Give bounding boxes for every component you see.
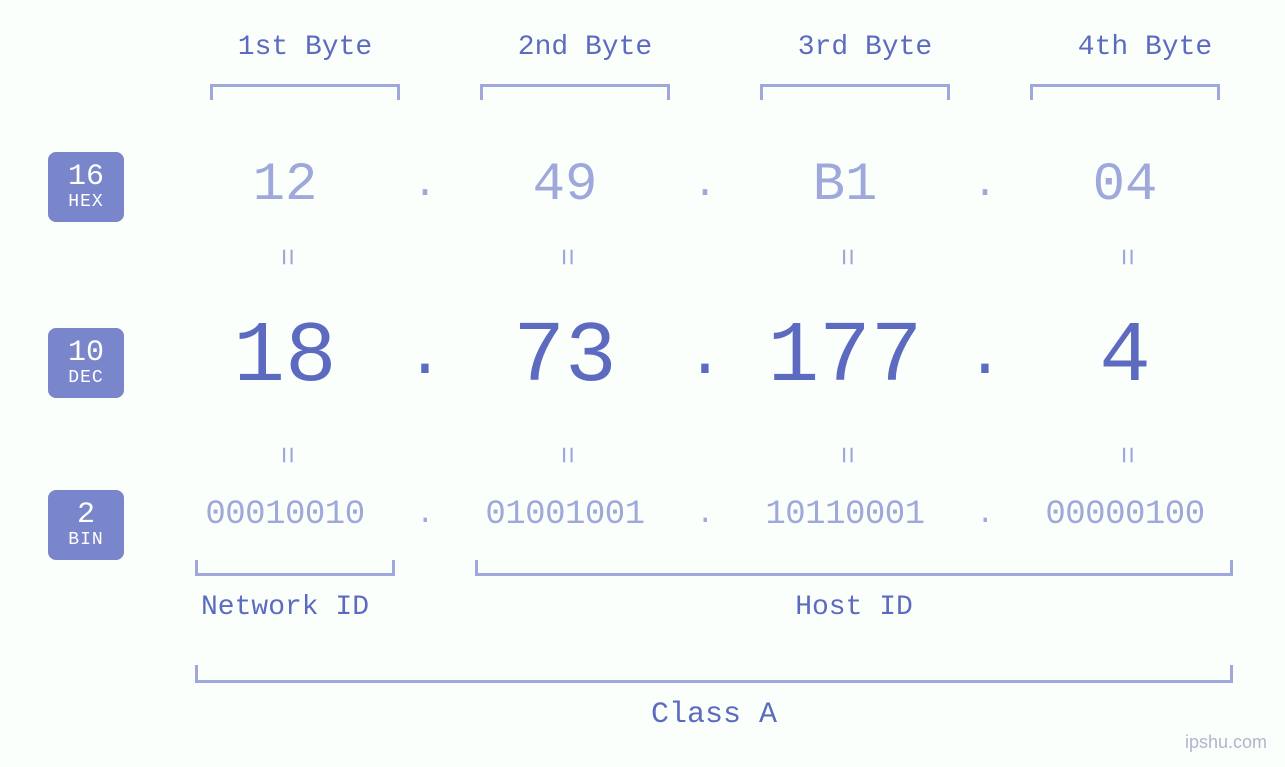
badge-bin-base: 2 [77,500,95,532]
equals-icon: = [268,248,302,266]
top-bracket-4 [1030,84,1220,100]
class-bracket [195,665,1233,683]
badge-dec-base: 10 [68,338,104,370]
hex-byte-2: 49 [533,155,598,216]
equals-icon: = [828,248,862,266]
bin-dot-1: . [416,498,434,532]
hex-dot-3: . [973,163,997,208]
badge-bin: 2 BIN [48,490,124,560]
hex-byte-3: B1 [813,155,878,216]
dec-byte-4: 4 [1099,308,1151,406]
class-label: Class A [195,698,1233,732]
dec-dot-2: . [686,321,724,393]
equals-icon: = [548,248,582,266]
hex-dot-2: . [693,163,717,208]
bin-dot-3: . [976,498,994,532]
hex-dot-1: . [413,163,437,208]
equals-row-hex-dec: =. =. =. = [175,240,1225,274]
dec-byte-1: 18 [233,308,336,406]
bin-byte-1: 00010010 [205,496,364,534]
byte-header-4: 4th Byte [1015,32,1275,63]
bin-byte-3: 10110001 [765,496,924,534]
badge-bin-abbr: BIN [68,531,103,550]
dec-byte-2: 73 [513,308,616,406]
network-id-bracket [195,560,395,576]
host-id-label: Host ID [475,592,1233,623]
equals-row-dec-bin: =. =. =. = [175,438,1225,472]
row-hex: 12 . 49 . B1 . 04 [175,155,1225,216]
row-dec: 18 . 73 . 177 . 4 [175,308,1225,406]
badge-dec-abbr: DEC [68,369,103,388]
top-bracket-1 [210,84,400,100]
top-bracket-3 [760,84,950,100]
dec-dot-3: . [966,321,1004,393]
equals-icon: = [268,446,302,464]
top-bracket-2 [480,84,670,100]
row-bin: 00010010 . 01001001 . 10110001 . 0000010… [175,496,1225,534]
byte-header-3: 3rd Byte [735,32,995,63]
equals-icon: = [1108,446,1142,464]
equals-icon: = [828,446,862,464]
host-id-bracket [475,560,1233,576]
byte-header-1: 1st Byte [175,32,435,63]
dec-dot-1: . [406,321,444,393]
badge-hex: 16 HEX [48,152,124,222]
hex-byte-1: 12 [253,155,318,216]
dec-byte-3: 177 [768,308,923,406]
bin-dot-2: . [696,498,714,532]
byte-header-2: 2nd Byte [455,32,715,63]
badge-hex-abbr: HEX [68,193,103,212]
badge-hex-base: 16 [68,162,104,194]
equals-icon: = [548,446,582,464]
network-id-label: Network ID [175,592,395,623]
hex-byte-4: 04 [1093,155,1158,216]
ip-byte-diagram: 1st Byte 2nd Byte 3rd Byte 4th Byte 16 H… [0,0,1285,767]
watermark: ipshu.com [1185,732,1267,753]
equals-icon: = [1108,248,1142,266]
bin-byte-4: 00000100 [1045,496,1204,534]
bin-byte-2: 01001001 [485,496,644,534]
badge-dec: 10 DEC [48,328,124,398]
